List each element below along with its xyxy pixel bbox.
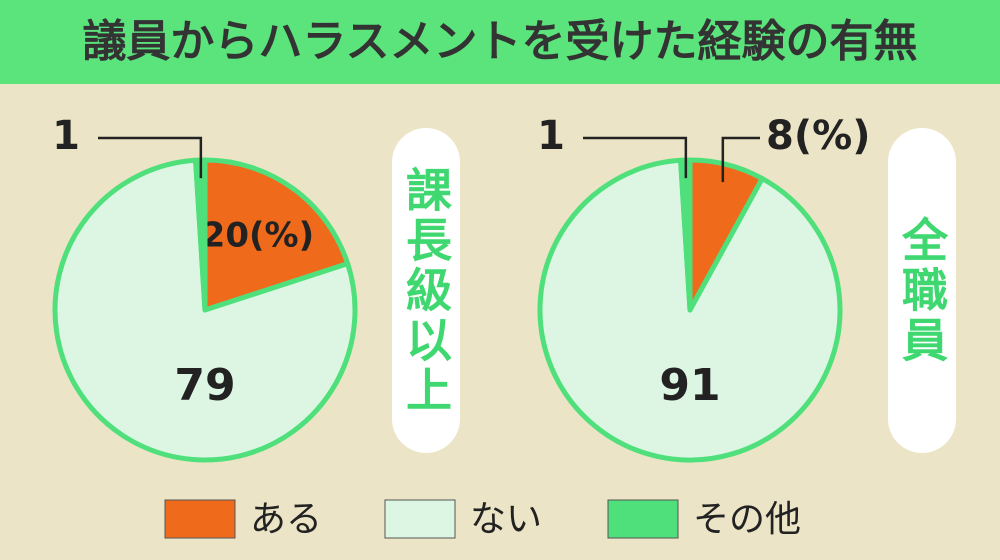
value-label: 79	[174, 360, 235, 411]
legend-swatch	[607, 499, 679, 539]
pie-label: 課長級以上	[392, 128, 460, 453]
chart-title: 議員からハラスメントを受けた経験の有無	[82, 16, 917, 67]
leader-line	[721, 136, 760, 183]
leader-line	[583, 136, 688, 179]
legend-swatch	[164, 499, 236, 539]
value-label: 1	[52, 113, 80, 159]
value-label: 20(%)	[202, 216, 314, 256]
value-label: 91	[659, 360, 720, 411]
value-label: 8(%)	[766, 113, 870, 159]
legend-swatch	[384, 499, 456, 539]
legend-label: その他	[693, 499, 801, 540]
leader-line	[98, 136, 203, 179]
legend-label: ある	[250, 499, 322, 540]
pie-slice	[202, 157, 351, 313]
value-label: 1	[537, 113, 565, 159]
legend-label: ない	[470, 499, 542, 540]
pie-label: 全職員	[888, 128, 956, 453]
title-bar	[0, 0, 1000, 84]
